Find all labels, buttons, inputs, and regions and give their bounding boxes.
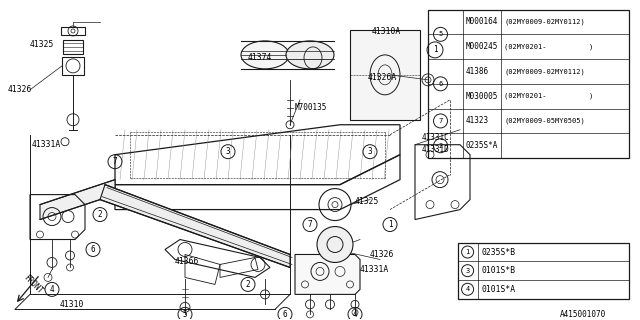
Text: 1: 1 xyxy=(465,249,470,255)
Text: 3: 3 xyxy=(465,268,470,274)
Text: 41326: 41326 xyxy=(8,85,33,94)
Text: 2: 2 xyxy=(246,280,250,289)
Text: 41386: 41386 xyxy=(466,67,489,76)
Bar xyxy=(62,57,84,75)
Text: M000164: M000164 xyxy=(466,18,498,27)
Text: 41366: 41366 xyxy=(175,257,200,266)
Text: 5: 5 xyxy=(438,31,443,37)
Text: 6: 6 xyxy=(283,310,287,319)
Text: (02MY0009-02MY0112): (02MY0009-02MY0112) xyxy=(504,19,585,25)
Text: 41331A: 41331A xyxy=(360,265,389,274)
Text: 6: 6 xyxy=(438,81,443,87)
Bar xyxy=(350,30,420,120)
Text: 4: 4 xyxy=(50,285,54,294)
Bar xyxy=(428,10,629,158)
Text: 0101S*A: 0101S*A xyxy=(481,285,516,294)
Text: (02MY0009-05MY0505): (02MY0009-05MY0505) xyxy=(504,118,585,124)
Ellipse shape xyxy=(286,41,334,69)
Text: 2: 2 xyxy=(98,210,102,219)
Text: 4: 4 xyxy=(465,286,470,292)
Text: (02MY0201-          ): (02MY0201- ) xyxy=(504,44,593,50)
Text: 2: 2 xyxy=(438,143,443,149)
Text: M700135: M700135 xyxy=(295,103,328,112)
Text: 7: 7 xyxy=(308,220,312,229)
Text: 1: 1 xyxy=(433,45,437,54)
Ellipse shape xyxy=(241,41,289,69)
Bar xyxy=(458,243,629,299)
Circle shape xyxy=(317,227,353,262)
Text: 41331D: 41331D xyxy=(422,145,450,154)
Text: 0235S*A: 0235S*A xyxy=(466,141,498,150)
Polygon shape xyxy=(100,185,290,268)
Text: 41331C: 41331C xyxy=(422,133,450,142)
Text: 41325: 41325 xyxy=(30,40,54,49)
Text: 41310A: 41310A xyxy=(372,28,401,36)
Text: M000245: M000245 xyxy=(466,42,498,51)
Text: 0101S*B: 0101S*B xyxy=(481,266,516,275)
Polygon shape xyxy=(295,254,360,294)
Text: 7: 7 xyxy=(113,157,117,166)
Text: M030005: M030005 xyxy=(466,92,498,101)
Bar xyxy=(63,40,83,54)
Bar xyxy=(61,27,85,35)
Text: (02MY0201-          ): (02MY0201- ) xyxy=(504,93,593,100)
Text: 4: 4 xyxy=(353,310,357,319)
Text: 0235S*B: 0235S*B xyxy=(481,248,516,257)
Text: 3: 3 xyxy=(226,147,230,156)
Text: 1: 1 xyxy=(388,220,392,229)
Text: (02MY0009-02MY0112): (02MY0009-02MY0112) xyxy=(504,68,585,75)
Text: 41325: 41325 xyxy=(355,197,380,206)
Text: 41323: 41323 xyxy=(466,116,489,125)
Text: A415001070: A415001070 xyxy=(560,310,606,319)
Text: 7: 7 xyxy=(438,118,443,124)
Text: 41326A: 41326A xyxy=(368,73,397,82)
Text: 6: 6 xyxy=(91,245,95,254)
Text: 41331A: 41331A xyxy=(32,140,61,149)
Text: 41326: 41326 xyxy=(370,250,394,259)
Polygon shape xyxy=(40,180,115,220)
Text: 3: 3 xyxy=(368,147,372,156)
Text: FRONT: FRONT xyxy=(22,273,45,296)
Text: 5: 5 xyxy=(182,310,188,319)
Text: 41310: 41310 xyxy=(60,300,84,309)
Text: 41374: 41374 xyxy=(248,53,273,62)
